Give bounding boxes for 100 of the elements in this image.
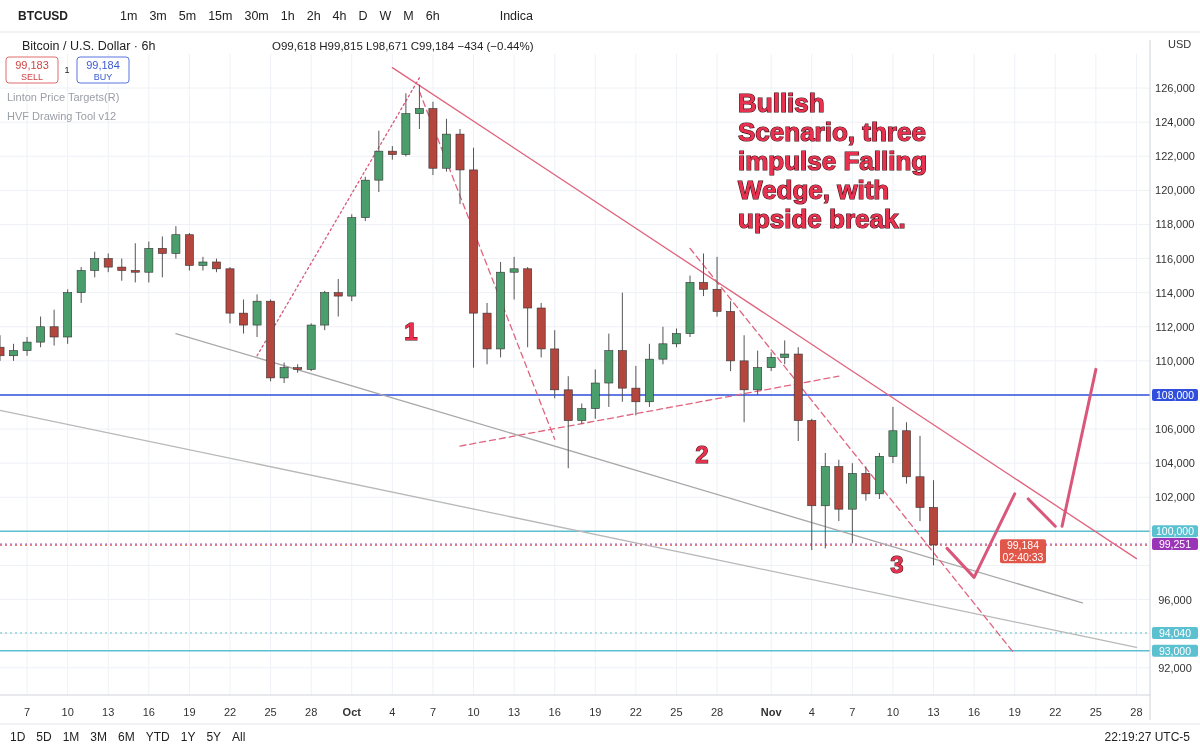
x-tick-label: 22 — [1049, 706, 1062, 718]
annotation: 2 — [695, 441, 709, 468]
x-tick-label: 4 — [389, 706, 396, 718]
text: 4h — [332, 9, 347, 23]
candlestick — [658, 326, 668, 365]
x-tick-label: 13 — [927, 706, 940, 718]
y-tick-label: 126,000 — [1155, 82, 1195, 95]
x-tick-label: 25 — [1089, 706, 1103, 718]
candlestick — [117, 258, 127, 282]
annotation: Linton Price Targets(R) — [7, 91, 120, 103]
candlestick — [130, 242, 140, 283]
x-tick-label: 10 — [61, 706, 74, 718]
x-tick-label: 13 — [507, 706, 521, 718]
x-tick-label: 25 — [670, 706, 683, 718]
ref-line-label: 93,000 — [1158, 644, 1192, 657]
y-tick-label: 92,000 — [1158, 661, 1192, 674]
x-tick-label: 22 — [223, 706, 237, 718]
text: 5D — [36, 730, 53, 744]
candlestick — [712, 256, 722, 318]
y-tick-label: 112,000 — [1155, 320, 1195, 333]
x-tick-label: Oct — [342, 706, 362, 718]
candlestick — [252, 293, 262, 338]
text: Indica — [499, 9, 534, 23]
y-tick-label: 118,000 — [1155, 218, 1195, 231]
x-tick-label: 10 — [886, 706, 900, 718]
x-tick-label: 7 — [24, 706, 31, 718]
x-tick-label: 28 — [1130, 706, 1143, 718]
y-tick-label: 122,000 — [1155, 150, 1195, 163]
candlestick — [279, 362, 289, 384]
candlestick — [144, 241, 154, 283]
text: 6h — [425, 9, 440, 23]
candlestick — [699, 252, 708, 297]
annotation: Bullish Scenario, three impulse Falling Wedge, with upside break. — [738, 88, 928, 234]
x-tick-label: 28 — [305, 706, 318, 718]
x-tick-label: 19 — [1008, 706, 1021, 718]
text: D — [358, 9, 368, 23]
text: M — [403, 9, 414, 23]
ref-line-label: 100,000 — [1156, 525, 1195, 538]
candlestick — [239, 298, 248, 335]
candlestick — [631, 365, 641, 416]
y-tick-label: 110,000 — [1155, 354, 1195, 367]
annotation: HVF Drawing Tool v12 — [7, 110, 117, 122]
ref-line-label: 99,251 — [1158, 538, 1192, 551]
x-tick-label: 16 — [967, 706, 981, 718]
candlestick — [90, 251, 100, 278]
x-tick-label: 16 — [548, 706, 561, 718]
y-tick-label: 106,000 — [1155, 423, 1195, 436]
annotation: 99,183 — [15, 59, 49, 71]
annotation: 1 — [404, 318, 418, 345]
y-tick-label: 116,000 — [1155, 252, 1195, 265]
x-tick-label: 4 — [808, 706, 815, 718]
ref-line-label: 108,000 — [1156, 388, 1195, 401]
candlestick — [22, 336, 32, 357]
text: All — [232, 730, 246, 744]
text: 5m — [178, 9, 197, 23]
x-tick-label: 19 — [589, 706, 602, 718]
candlestick — [753, 350, 763, 396]
candlestick — [577, 402, 587, 425]
candlestick — [76, 266, 86, 304]
x-tick-label: 19 — [183, 706, 196, 718]
text: 1m — [120, 9, 138, 23]
candlestick — [509, 256, 519, 300]
candlestick — [333, 278, 343, 318]
candlestick — [171, 225, 181, 260]
candlestick — [861, 466, 871, 502]
y-tick-label: 120,000 — [1155, 184, 1195, 197]
x-tick-label: 22 — [629, 706, 643, 718]
y-axis-title: USD — [1168, 38, 1192, 50]
candlestick — [157, 235, 167, 278]
text: 1Y — [180, 730, 196, 744]
text: W — [379, 9, 392, 23]
candlestick — [198, 256, 208, 272]
text: BTCUSD — [18, 9, 69, 23]
y-tick-label: 102,000 — [1155, 491, 1195, 504]
annotation: 3 — [890, 551, 904, 578]
x-tick-label: 7 — [849, 706, 856, 718]
annotation: SELL — [20, 72, 44, 82]
text: 1M — [62, 730, 80, 744]
x-tick-label: 16 — [142, 706, 155, 718]
y-tick-label: 96,000 — [1158, 593, 1192, 606]
ref-line-label: 99,184 — [1006, 539, 1040, 552]
text: 22:19:27 UTC-5 — [1104, 730, 1191, 744]
candlestick — [766, 351, 776, 372]
candlestick — [780, 339, 790, 365]
x-tick-label: 25 — [264, 706, 277, 718]
text: 3M — [90, 730, 108, 744]
chart-subtitle: O99,618 H99,815 L98,671 C99,184 −434 (−0.44%) — [272, 40, 534, 52]
x-tick-label: 10 — [467, 706, 480, 718]
y-tick-label: 124,000 — [1155, 116, 1195, 129]
text: YTD — [145, 730, 171, 744]
candlestick — [36, 316, 45, 348]
text: 3m — [149, 9, 167, 23]
y-tick-label: 104,000 — [1155, 457, 1195, 470]
candlestick — [415, 84, 424, 130]
text: 1D — [10, 730, 26, 744]
candlestick — [103, 252, 113, 273]
text: 5Y — [206, 730, 222, 744]
y-tick-label: 114,000 — [1155, 286, 1195, 299]
candlestick — [49, 309, 59, 347]
annotation: 02:40:33 — [1002, 551, 1044, 564]
